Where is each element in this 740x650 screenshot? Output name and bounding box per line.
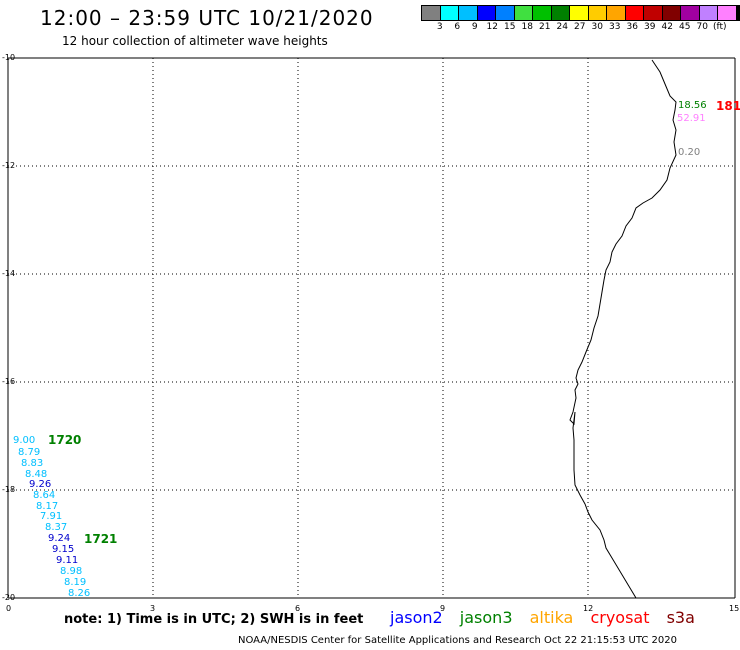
legend-jason3: jason3 — [459, 608, 513, 627]
coastline — [569, 59, 677, 599]
wave-height-label: 8.98 — [60, 566, 83, 577]
wave-height-label: 9.26 — [29, 479, 52, 490]
wave-height-label: 8.17 — [36, 501, 59, 512]
lat-label: -18 — [2, 485, 16, 494]
lat-label: -16 — [2, 377, 16, 386]
legend-jason2: jason2 — [390, 608, 443, 627]
scale-label: 21 — [539, 22, 551, 32]
wave-height-label: 9.15 — [52, 544, 75, 555]
wave-height-label: 8.64 — [33, 490, 56, 501]
wave-height-label: 8.48 — [25, 469, 48, 480]
scale-label: 18 — [521, 22, 533, 32]
lon-label: 3 — [150, 604, 156, 613]
lon-label: 0 — [6, 604, 12, 613]
scale-swatch — [735, 5, 740, 21]
lat-label: -20 — [2, 593, 16, 602]
scale-label: 27 — [574, 22, 586, 32]
map-subtitle: 12 hour collection of altimeter wave hei… — [62, 34, 328, 48]
scale-label: 24 — [556, 22, 568, 32]
legend-s3a: s3a — [666, 608, 695, 627]
wave-height-label: 8.79 — [18, 447, 41, 458]
credit-footer: NOAA/NESDIS Center for Satellite Applica… — [238, 635, 677, 646]
map-title: 12:00 – 23:59 UTC 10/21/2020 — [40, 6, 374, 30]
lat-label: -12 — [2, 161, 16, 170]
scale-label: 70 — [696, 22, 708, 32]
scale-label: 36 — [626, 22, 638, 32]
pass-time-label: 181 — [716, 99, 740, 113]
color-scale — [421, 5, 740, 21]
lon-label: 6 — [295, 604, 301, 613]
scale-label: 42 — [661, 22, 673, 32]
wave-height-label: 8.26 — [68, 588, 91, 599]
wave-height-label: 18.56 — [678, 100, 707, 111]
scale-label: 15 — [504, 22, 516, 32]
legend-cryosat: cryosat — [590, 608, 650, 627]
scale-label: 6 — [454, 22, 461, 32]
scale-label: 30 — [591, 22, 603, 32]
pass-time-label: 1720 — [48, 433, 82, 447]
wave-height-label: 0.20 — [678, 147, 701, 158]
lat-label: -10 — [2, 53, 16, 62]
lon-label: 9 — [440, 604, 446, 613]
lon-label: 12 — [583, 604, 594, 613]
graticule — [8, 58, 735, 598]
scale-label: 33 — [609, 22, 621, 32]
scale-label: 39 — [644, 22, 656, 32]
pass-time-label: 1721 — [84, 532, 118, 546]
legend-altika: altika — [529, 608, 574, 627]
wave-height-label: 8.83 — [21, 458, 44, 469]
scale-label: 3 — [436, 22, 443, 32]
wave-height-label: 8.19 — [64, 577, 87, 588]
wave-height-label: 9.24 — [48, 533, 71, 544]
color-scale-labels: 3 6 9 12 15 18 21 24 27 30 33 36 39 42 4… — [422, 22, 729, 32]
wave-height-label: 9.11 — [56, 555, 79, 566]
satellite-legend: jason2 jason3 altika cryosat s3a — [390, 608, 707, 627]
wave-height-label: 52.91 — [677, 113, 706, 124]
scale-label: 9 — [471, 22, 478, 32]
wave-height-label: 7.91 — [40, 511, 63, 522]
wave-height-label: 8.37 — [45, 522, 68, 533]
lon-label: 15 — [729, 604, 740, 613]
lat-label: -14 — [2, 269, 16, 278]
scale-label: 12 — [486, 22, 498, 32]
wave-height-label: 9.00 — [13, 435, 36, 446]
units-note: note: 1) Time is in UTC; 2) SWH is in fe… — [64, 612, 364, 627]
scale-label: (ft) — [712, 22, 727, 32]
scale-label: 45 — [679, 22, 691, 32]
